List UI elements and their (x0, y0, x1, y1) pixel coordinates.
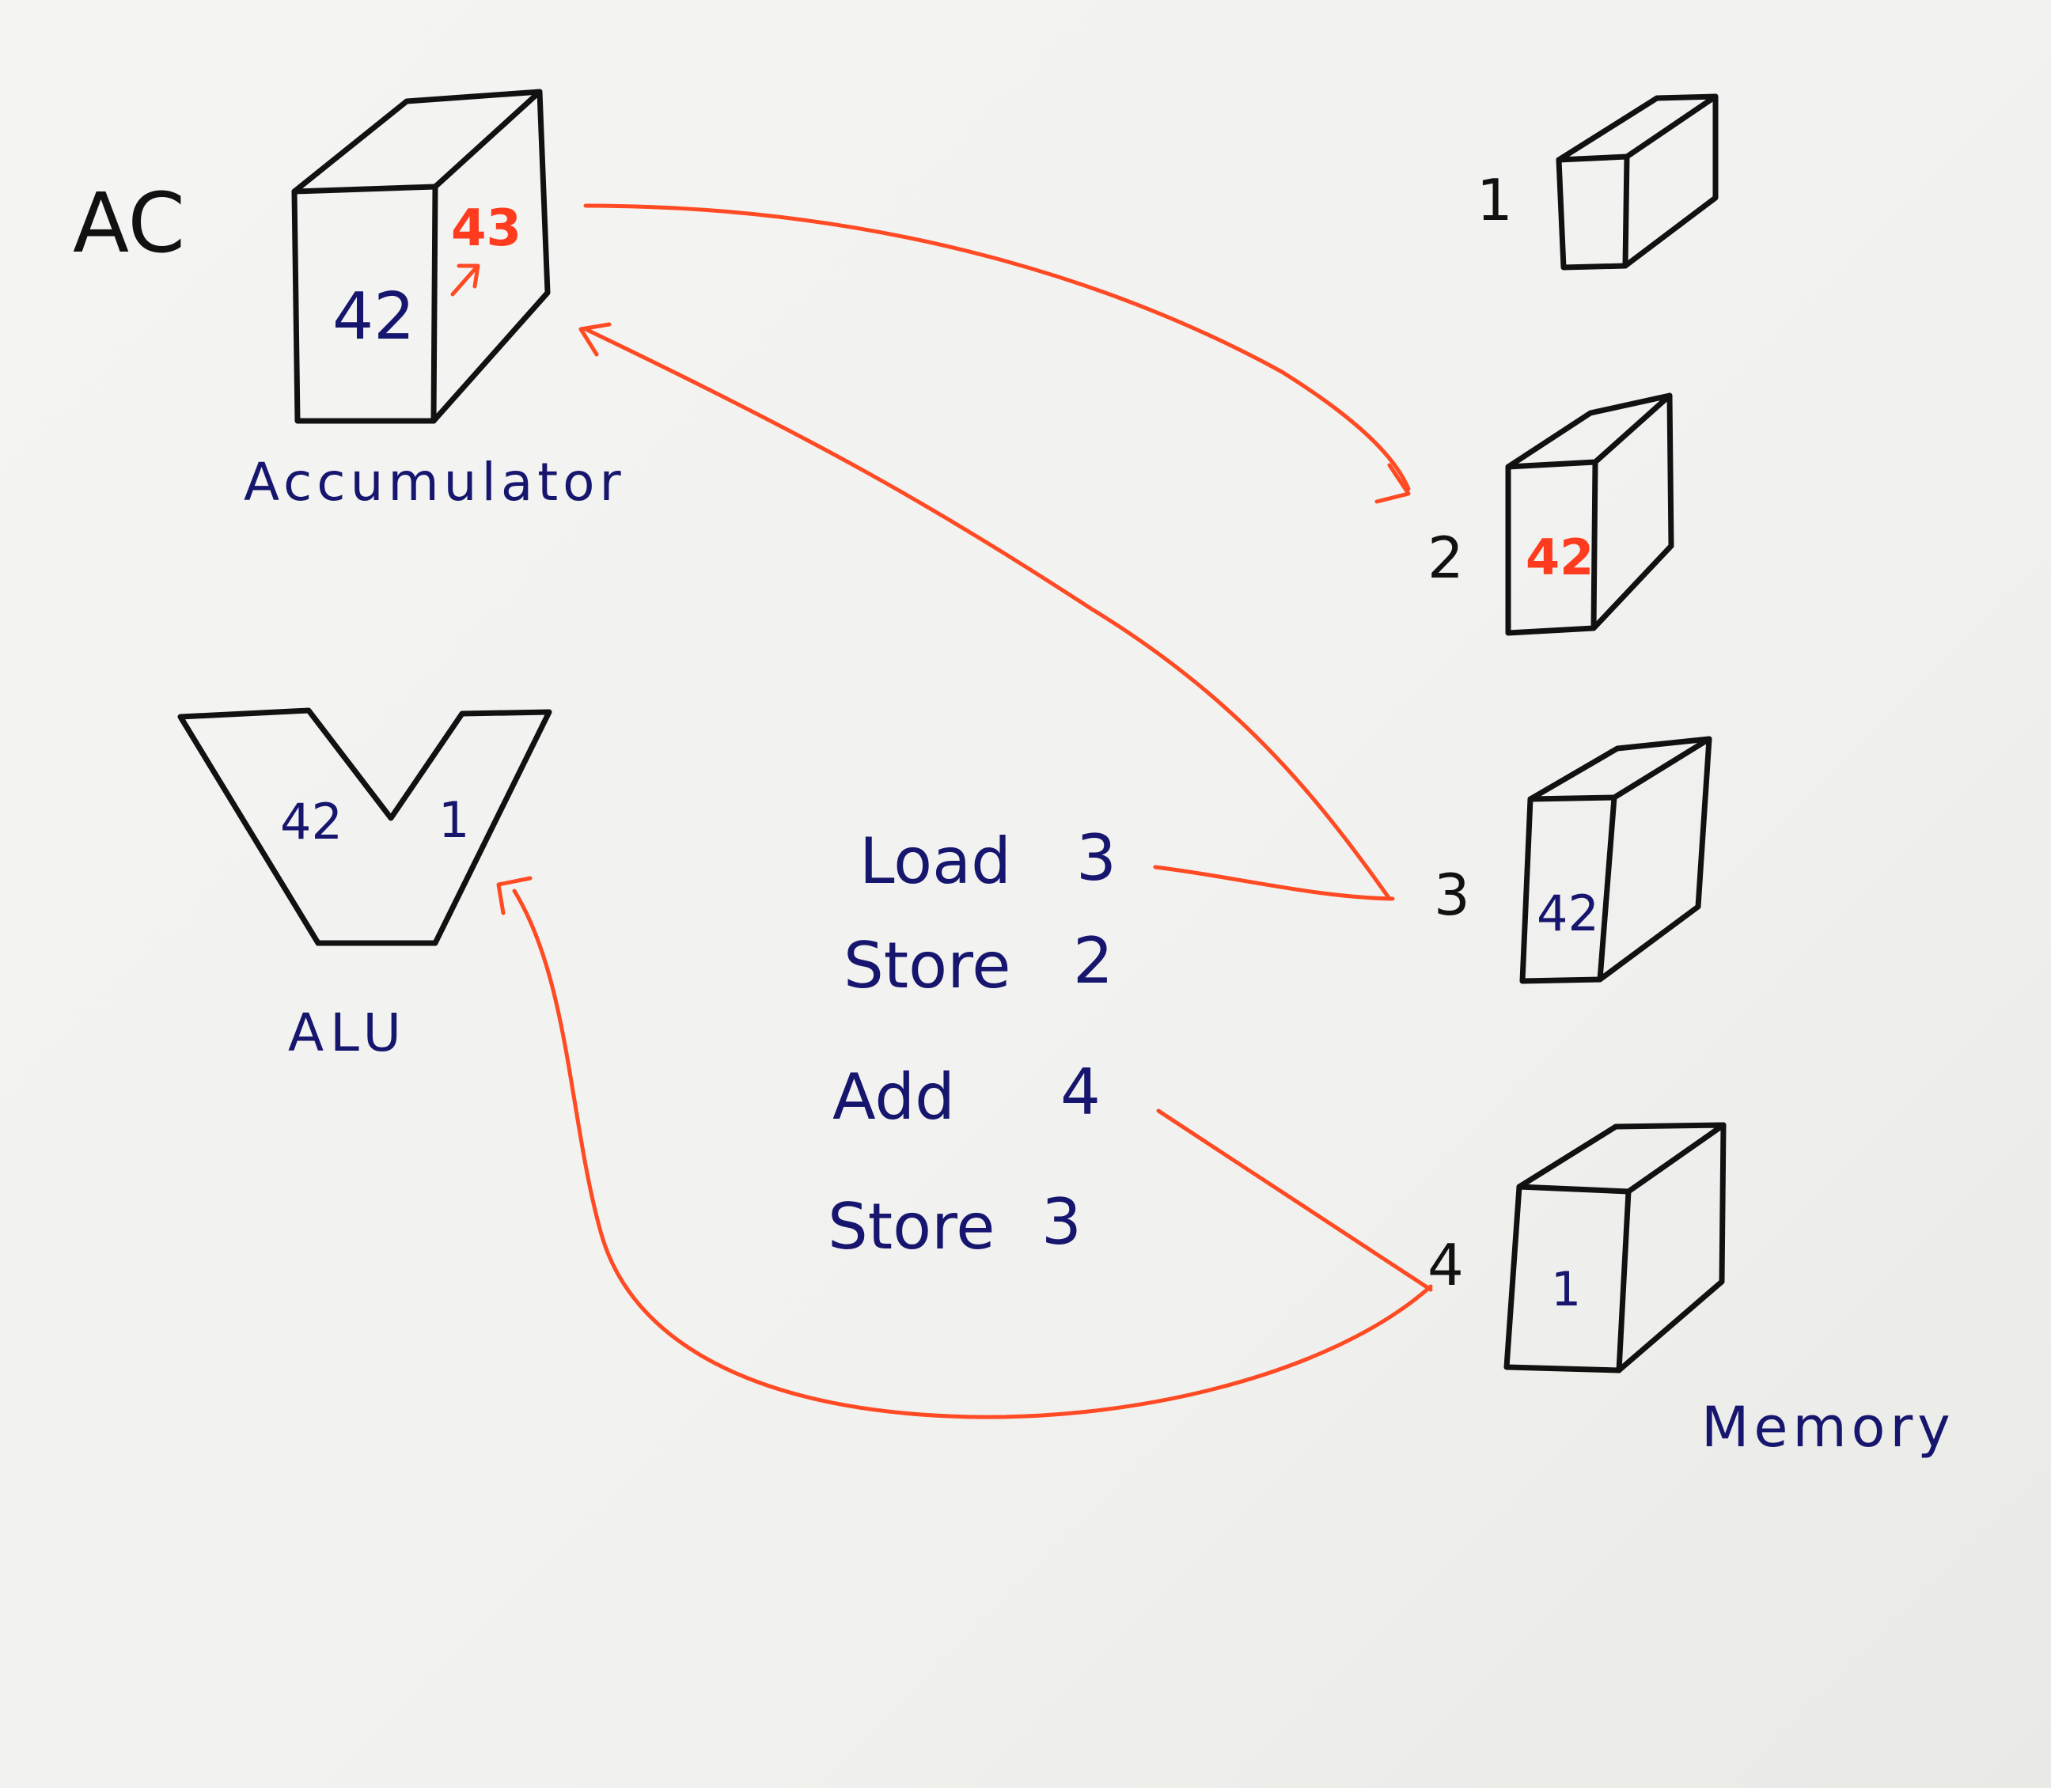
memory-label: Memory (1701, 1395, 1955, 1460)
ac-label: AC (73, 175, 185, 271)
instruction-1-op: Load (859, 824, 1011, 898)
memory-address-3: 3 (1434, 862, 1470, 928)
accumulator-top-face (291, 89, 543, 195)
memory-cell-1: 1 (1477, 93, 1719, 271)
instruction-3: Add 4 (832, 1055, 1101, 1134)
arrow-add-to-memory-4 (1156, 1108, 1433, 1292)
instruction-2: Store 2 (844, 924, 1113, 1002)
arrow-accumulator-to-memory-2 (583, 203, 1411, 491)
memory: 1 2 42 3 42 4 1 (1427, 93, 1955, 1460)
memory-value-2: 42 (1526, 529, 1594, 586)
arrow-head-memory-2-icon (1374, 463, 1411, 504)
accumulator-new-value: 43 (451, 199, 521, 258)
alu-shape (177, 707, 552, 946)
memory-cell-4-side (1616, 1122, 1727, 1373)
instruction-1: Load 3 (859, 821, 1116, 898)
alu: 42 1 ALU (177, 707, 552, 1063)
arrow-load-to-memory-3 (1153, 865, 1395, 901)
instruction-4-op: Store (828, 1190, 995, 1263)
instruction-2-arg: 2 (1073, 924, 1113, 998)
memory-cell-3-top (1527, 736, 1712, 802)
accumulator-value: 42 (332, 279, 415, 354)
memory-cell-3: 3 42 (1434, 736, 1712, 984)
arrow-memory-3-to-accumulator (583, 327, 1392, 901)
accumulator: AC 42 43 Accumulator (73, 89, 626, 513)
accumulator-label: Accumulator (244, 452, 626, 513)
memory-cell-1-top (1556, 93, 1719, 163)
data-flow-arrows (496, 203, 1433, 1419)
memory-address-2: 2 (1427, 525, 1464, 591)
memory-address-1: 1 (1477, 167, 1513, 233)
instruction-4: Store 3 (828, 1185, 1082, 1263)
increment-arrow-icon (450, 263, 480, 297)
instruction-2-op: Store (844, 929, 1010, 1002)
memory-cell-4: 4 1 (1427, 1122, 1727, 1373)
instruction-3-op: Add (832, 1060, 955, 1134)
program: Load 3 Store 2 Add 4 Store 3 (828, 821, 1116, 1263)
instruction-3-arg: 4 (1060, 1055, 1101, 1129)
accumulator-box (291, 89, 551, 424)
memory-cell-1-front (1556, 153, 1630, 271)
arrow-memory-4-to-alu (512, 888, 1433, 1419)
instruction-1-arg: 3 (1076, 821, 1116, 895)
alu-label: ALU (288, 1002, 408, 1063)
memory-value-4: 1 (1551, 1262, 1581, 1317)
memory-cell-1-side (1622, 93, 1719, 269)
memory-address-4: 4 (1427, 1232, 1464, 1298)
memory-cell-2-side (1590, 392, 1674, 631)
alu-left-input: 42 (280, 793, 343, 851)
alu-right-input: 1 (438, 791, 469, 849)
memory-cell-4-top (1516, 1122, 1727, 1195)
memory-cell-2: 2 42 (1427, 392, 1674, 636)
arrow-head-alu-icon (496, 876, 533, 915)
accumulator-side-face (430, 89, 551, 424)
memory-cell-3-side (1597, 736, 1712, 983)
instruction-4-arg: 3 (1041, 1185, 1082, 1259)
memory-cell-2-top (1505, 392, 1673, 470)
arrow-head-accumulator-icon (578, 322, 612, 357)
memory-value-3: 42 (1537, 885, 1599, 942)
